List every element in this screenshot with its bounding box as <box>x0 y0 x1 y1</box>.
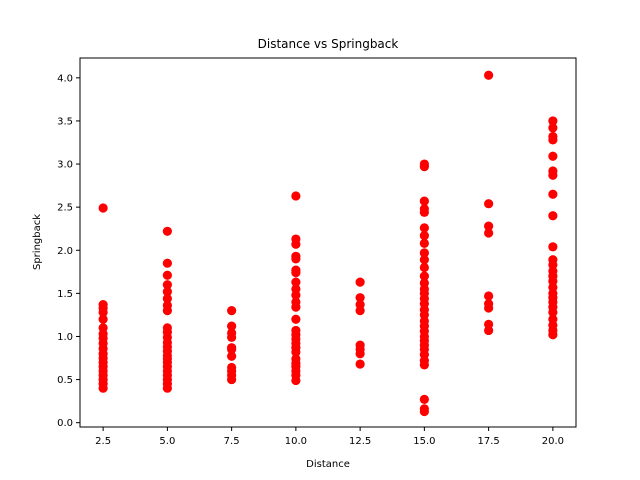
data-point <box>291 277 301 287</box>
data-point <box>548 151 558 161</box>
x-tick-label: 17.5 <box>477 436 499 447</box>
y-tick-label: 2.0 <box>57 246 73 257</box>
data-point <box>162 306 172 316</box>
data-point <box>291 268 301 278</box>
data-point <box>548 189 558 199</box>
y-axis: 0.0 0.5 1.0 1.5 2.0 2.5 3.0 3.5 4.0 <box>57 73 80 429</box>
x-tick-label: 10.0 <box>285 436 307 447</box>
plot-frame <box>79 57 577 428</box>
x-tick-label: 7.5 <box>224 436 240 447</box>
x-axis-label: Distance <box>306 459 350 470</box>
x-tick-label: 5.0 <box>159 436 175 447</box>
data-point <box>548 211 558 221</box>
marker-layer <box>98 70 558 417</box>
x-tick-label: 15.0 <box>413 436 435 447</box>
chart-title: Distance vs Springback <box>258 37 399 51</box>
x-axis: 2.5 5.0 7.5 10.0 12.5 15.0 17.5 20.0 <box>95 427 564 447</box>
data-point <box>162 258 172 268</box>
data-point <box>484 228 494 238</box>
data-point <box>548 330 558 340</box>
data-point <box>162 270 172 280</box>
data-point <box>484 325 494 336</box>
data-point <box>291 347 301 357</box>
data-point <box>548 135 558 145</box>
data-point <box>419 238 429 248</box>
data-point <box>355 349 365 359</box>
y-axis-label: Springback <box>32 214 43 270</box>
data-point <box>548 307 558 317</box>
data-point <box>548 242 558 252</box>
y-tick-label: 2.5 <box>57 203 73 214</box>
data-point <box>227 306 237 316</box>
data-point <box>162 287 172 297</box>
data-point <box>355 293 365 303</box>
data-point <box>355 277 365 287</box>
data-point <box>484 221 494 231</box>
y-tick-label: 3.0 <box>57 160 73 171</box>
data-point <box>227 321 237 331</box>
x-tick-label: 12.5 <box>349 436 371 447</box>
data-point <box>227 374 237 385</box>
y-tick-label: 0.0 <box>57 418 73 429</box>
data-point <box>419 231 429 241</box>
data-point <box>548 123 558 133</box>
data-point <box>291 239 301 249</box>
data-point <box>227 344 237 355</box>
data-point <box>162 280 172 290</box>
data-point <box>419 271 429 281</box>
x-tick-label: 20.0 <box>542 436 564 447</box>
data-point <box>484 303 494 313</box>
data-point <box>291 191 301 201</box>
data-point <box>419 394 429 405</box>
data-point <box>227 332 237 342</box>
data-point <box>98 383 108 393</box>
data-point <box>162 226 172 236</box>
y-tick-label: 1.5 <box>57 289 73 300</box>
data-point <box>419 262 429 273</box>
data-point <box>419 255 429 265</box>
x-tick-label: 2.5 <box>95 436 111 447</box>
y-tick-label: 1.0 <box>57 332 73 343</box>
data-point <box>162 293 172 304</box>
data-point <box>355 359 365 369</box>
data-point <box>419 162 429 172</box>
data-point <box>484 70 494 80</box>
data-point <box>98 307 108 317</box>
data-point <box>419 248 429 258</box>
data-point <box>484 199 494 209</box>
y-tick-label: 0.5 <box>57 375 73 386</box>
data-point <box>227 351 237 361</box>
data-point <box>419 196 429 206</box>
data-point <box>291 302 301 312</box>
data-point <box>291 375 301 386</box>
data-point <box>162 383 172 393</box>
data-point <box>419 360 429 370</box>
data-point <box>484 291 494 301</box>
data-point <box>548 170 558 180</box>
data-point <box>98 314 108 324</box>
data-point <box>291 290 301 300</box>
y-tick-label: 4.0 <box>57 73 73 84</box>
y-tick-label: 3.5 <box>57 116 73 127</box>
data-point <box>98 203 108 213</box>
data-point <box>419 223 429 233</box>
data-point <box>291 314 301 324</box>
data-point <box>419 207 429 217</box>
data-point <box>355 306 365 316</box>
data-point <box>291 254 301 264</box>
data-point <box>419 406 429 417</box>
data-point <box>548 116 558 126</box>
